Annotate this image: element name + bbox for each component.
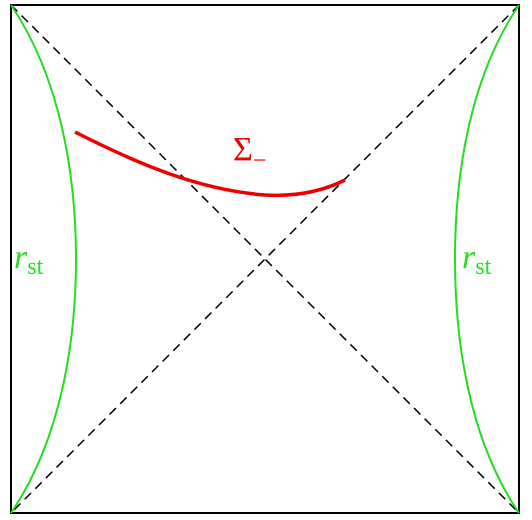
- horizon-curve-right: [453, 4, 520, 514]
- sigma-curve: [74, 130, 346, 198]
- horizon-curve-left: [10, 4, 78, 514]
- rst-label-left: rst: [14, 239, 44, 280]
- sigma-label: Σ−: [233, 131, 266, 174]
- frame: [10, 4, 520, 514]
- rst-label-right: rst: [462, 239, 492, 280]
